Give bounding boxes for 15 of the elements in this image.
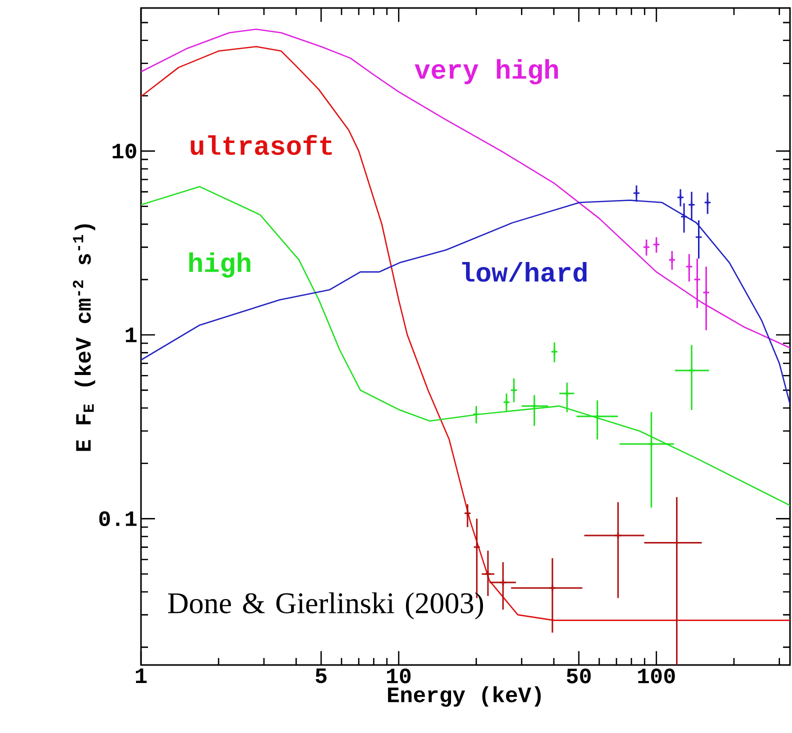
y-axis-title: E F$_{E}$ (keV cm$^{-2}$ s$^{-1}$) <box>72 224 96 451</box>
x-tick-label: 1 <box>136 668 147 683</box>
x-tick-label: 10 <box>387 668 411 684</box>
y-tick-label: 0.1 <box>99 511 137 526</box>
series-label: high <box>189 252 250 278</box>
x-tick-label: 100 <box>638 668 675 684</box>
y-tick-label: 1 <box>126 328 137 342</box>
y-tick-label: 10 <box>112 144 136 158</box>
series-label: low/hard <box>462 262 587 282</box>
series-label: ultrasoft <box>190 134 332 155</box>
x-axis-title: Energy (keV) <box>388 686 541 707</box>
series-label: very high <box>414 59 558 84</box>
x-tick-label: 5 <box>316 668 327 684</box>
x-tick-label: 50 <box>566 668 591 684</box>
annotation: Done & Gierlinski (2003) <box>168 592 484 620</box>
